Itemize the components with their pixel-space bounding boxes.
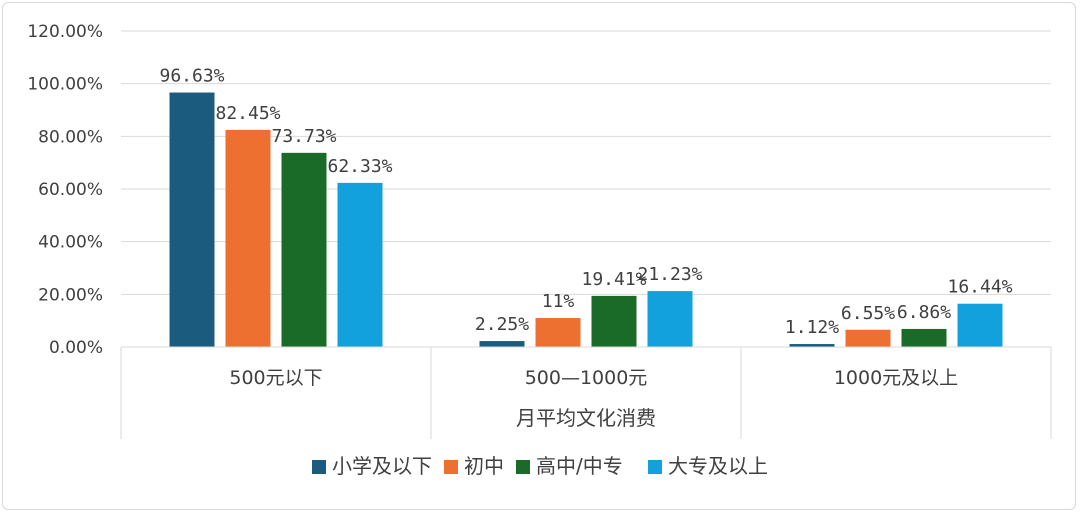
category-label: 500元以下: [229, 367, 322, 389]
data-label: 19.41%: [581, 269, 646, 290]
data-labels: 96.63% 82.45%73.73% 62.33% 2.25% 11% 19.41%21…: [159, 66, 1012, 339]
legend-swatch: [648, 460, 662, 474]
y-tick-label: 100.00%: [27, 75, 103, 95]
legend-swatch: [444, 460, 458, 474]
data-label: 2.25%: [475, 314, 529, 335]
x-axis-title: 月平均文化消费: [516, 406, 656, 430]
legend-label: 高中/中专: [536, 454, 623, 478]
bar: [535, 318, 581, 347]
bars: [169, 92, 1003, 347]
y-axis-ticks: 0.00% 20.00% 40.00% 60.00% 80.00% 100.00% 120.…: [27, 22, 103, 358]
y-tick-label: 20.00%: [38, 285, 103, 305]
bar: [591, 295, 637, 347]
bar: [957, 303, 1003, 347]
legend-label: 小学及以下: [332, 454, 432, 478]
gridlines: [121, 30, 1051, 348]
data-label: 11%: [542, 291, 575, 312]
legend-label: 大专及以上: [668, 454, 768, 478]
bar: [789, 344, 835, 347]
y-tick-label: 80.00%: [38, 127, 103, 147]
legend-swatch: [516, 460, 530, 474]
bar: [337, 182, 383, 347]
category-label: 500—1000元: [525, 367, 648, 389]
bar: [901, 328, 947, 347]
legend-swatch: [312, 460, 326, 474]
data-label: 96.63%: [159, 66, 224, 87]
y-tick-label: 60.00%: [38, 180, 103, 200]
y-tick-label: 0.00%: [49, 338, 103, 358]
bar: [647, 291, 693, 347]
category-label: 1000元及以上: [834, 367, 958, 389]
bar: [281, 152, 327, 347]
x-axis: 500元以下 500—1000元 1000元及以上: [120, 346, 1052, 439]
data-label: 82.45%: [215, 103, 280, 124]
bar: [225, 129, 271, 347]
y-tick-label: 120.00%: [27, 22, 103, 42]
bar-chart: 0.00% 20.00% 40.00% 60.00% 80.00% 100.00% 120.…: [27, 22, 1052, 478]
bar: [169, 92, 215, 347]
bar: [845, 329, 891, 347]
data-label: 1.12%: [785, 317, 839, 338]
data-label: 62.33%: [327, 156, 392, 177]
data-label: 6.55%: [841, 303, 895, 324]
data-label: 21.23%: [637, 264, 702, 285]
y-tick-label: 40.00%: [38, 233, 103, 253]
bar: [479, 341, 525, 347]
legend: 小学及以下 初中 高中/中专 大专及以上: [312, 454, 768, 478]
legend-label: 初中: [464, 454, 504, 478]
data-label: 73.73%: [271, 126, 336, 147]
data-label: 6.86%: [897, 302, 951, 323]
data-label: 16.44%: [947, 277, 1012, 298]
